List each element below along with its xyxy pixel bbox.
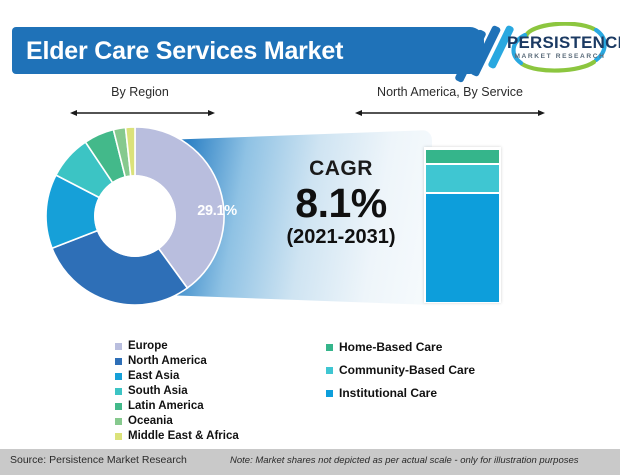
legend-label: Oceania <box>128 415 173 427</box>
legend-item: East Asia <box>115 369 239 383</box>
legend-label: South Asia <box>128 385 188 397</box>
legend-item: Latin America <box>115 399 239 413</box>
logo-wordmark: PERSISTENCE <box>506 34 620 52</box>
legend-swatch-icon <box>326 343 333 351</box>
legend-label: Institutional Care <box>339 386 438 400</box>
cagr-label: CAGR <box>309 157 373 180</box>
legend-label: Community-Based Care <box>339 363 476 377</box>
persistence-logo: PERSISTENCE MARKET RESEARCH <box>506 22 620 78</box>
logo-tagline: MARKET RESEARCH <box>514 53 606 60</box>
logo-arc-icon <box>511 22 607 73</box>
legend-item: South Asia <box>115 384 239 398</box>
legend-item: Europe <box>115 339 239 353</box>
left-section-caption: By Region <box>111 85 169 99</box>
north-america-share-label: 29.1% <box>197 203 237 219</box>
bar-segment <box>426 193 499 302</box>
legend-label: East Asia <box>128 370 180 382</box>
legend-item: North America <box>115 354 239 368</box>
service-legend: Home-Based Care Community-Based Care Insti… <box>326 337 475 406</box>
footer-note: Note: Market shares not depicted as per … <box>230 455 579 466</box>
left-dimension-line <box>70 110 215 116</box>
legend-item: Oceania <box>115 414 239 428</box>
legend-label: Europe <box>128 340 168 352</box>
service-stacked-bar-chart <box>424 147 501 303</box>
header-banner <box>12 27 484 74</box>
legend-label: Middle East & Africa <box>128 430 239 442</box>
legend-swatch-icon <box>115 387 122 395</box>
legend-swatch-icon <box>115 372 122 380</box>
cagr-period: (2021-2031) <box>286 226 396 248</box>
legend-label: Home-Based Care <box>339 340 443 354</box>
region-donut-chart <box>45 126 225 306</box>
right-dimension-line <box>355 110 545 116</box>
donut-hole <box>94 175 176 257</box>
donut-slices <box>45 126 225 306</box>
legend-swatch-icon <box>115 432 122 440</box>
page-title: Elder Care Services Market <box>26 37 344 65</box>
legend-label: Latin America <box>128 400 204 412</box>
legend-item: Institutional Care <box>326 383 475 403</box>
legend-item: Community-Based Care <box>326 360 475 380</box>
right-section-caption: North America, By Service <box>377 85 523 99</box>
cagr-value: 8.1% <box>295 180 387 226</box>
legend-label: North America <box>128 355 207 367</box>
region-legend: Europe North America East Asia South Asia La… <box>115 339 239 444</box>
legend-swatch-icon <box>115 417 122 425</box>
legend-swatch-icon <box>326 389 333 397</box>
legend-swatch-icon <box>326 366 333 374</box>
footer-source: Source: Persistence Market Research <box>10 454 187 466</box>
legend-item: Home-Based Care <box>326 337 475 357</box>
legend-swatch-icon <box>115 342 122 350</box>
bar-segment <box>426 164 499 192</box>
legend-swatch-icon <box>115 357 122 365</box>
footer-bar <box>0 449 620 475</box>
legend-swatch-icon <box>115 402 122 410</box>
legend-item: Middle East & Africa <box>115 429 239 443</box>
bar-segment <box>426 150 499 163</box>
